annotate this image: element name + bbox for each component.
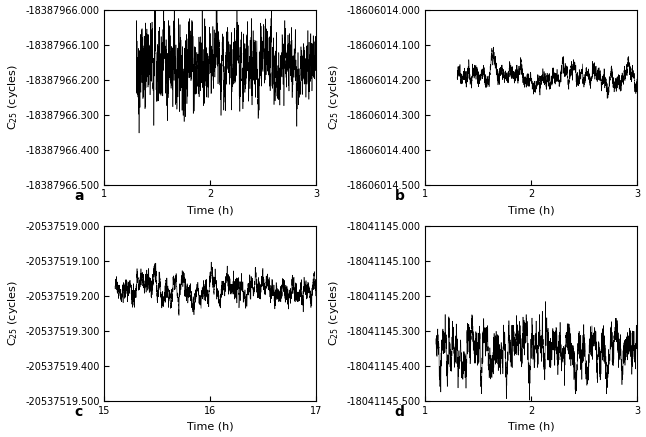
X-axis label: Time (h): Time (h) <box>508 205 555 215</box>
Y-axis label: C$_{25}$ (cycles): C$_{25}$ (cycles) <box>327 64 341 130</box>
Y-axis label: C$_{25}$ (cycles): C$_{25}$ (cycles) <box>327 281 341 347</box>
Y-axis label: C$_{25}$ (cycles): C$_{25}$ (cycles) <box>6 64 20 130</box>
Y-axis label: C$_{25}$ (cycles): C$_{25}$ (cycles) <box>6 281 19 347</box>
Text: c: c <box>74 406 83 420</box>
X-axis label: Time (h): Time (h) <box>187 421 234 431</box>
Text: a: a <box>74 189 83 203</box>
Text: d: d <box>395 406 404 420</box>
X-axis label: Time (h): Time (h) <box>508 421 555 431</box>
X-axis label: Time (h): Time (h) <box>187 205 234 215</box>
Text: b: b <box>395 189 404 203</box>
